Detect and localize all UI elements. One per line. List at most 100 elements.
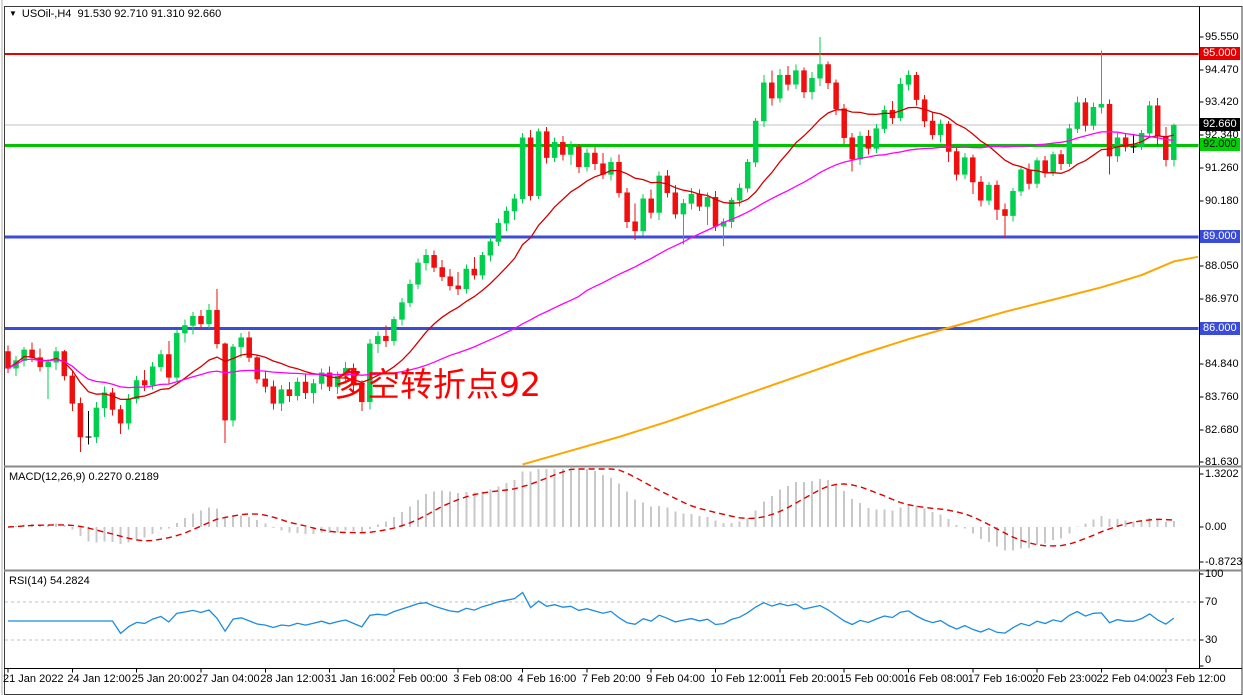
candle-body bbox=[672, 192, 679, 215]
rsi-tick-label: 30 bbox=[1205, 634, 1218, 646]
candle-body bbox=[463, 268, 470, 290]
symbol-dropdown-icon[interactable]: ▼ bbox=[9, 9, 17, 18]
price-tick-label: 92.340 bbox=[1205, 129, 1239, 141]
candle-body bbox=[744, 161, 751, 189]
candle-body bbox=[37, 357, 43, 368]
candle-body bbox=[777, 74, 783, 99]
price-tick-label: 82.680 bbox=[1205, 423, 1239, 436]
candle-body bbox=[1106, 103, 1113, 157]
rsi-tick-label: 0 bbox=[1205, 654, 1212, 666]
candle-body bbox=[53, 351, 59, 363]
time-axis-label: 16 Feb 08:00 bbox=[903, 673, 969, 685]
candle-body bbox=[383, 335, 389, 342]
candle-body bbox=[551, 142, 558, 158]
candle-body bbox=[608, 161, 614, 175]
candle-body bbox=[182, 325, 188, 334]
candle-body bbox=[1074, 102, 1081, 129]
candle-body bbox=[793, 70, 799, 85]
candle-body bbox=[190, 316, 196, 326]
candle-body bbox=[1122, 137, 1129, 148]
candle-body bbox=[978, 181, 984, 201]
candle-body bbox=[158, 354, 164, 367]
candle-body bbox=[656, 175, 662, 213]
candle-body bbox=[1082, 102, 1089, 126]
macd-tick-label: 1.3202 bbox=[1205, 468, 1239, 481]
time-axis-label: 27 Jan 04:00 bbox=[195, 673, 260, 685]
rsi-tick-label: 70 bbox=[1205, 596, 1218, 608]
candle-body bbox=[77, 403, 84, 438]
chart-title: ▼ USOil-,H4 91.530 92.710 91.310 92.660 bbox=[9, 8, 221, 20]
macd-label: MACD(12,26,9) 0.2270 0.2189 bbox=[9, 471, 159, 483]
candle-body bbox=[905, 74, 912, 85]
candle-body bbox=[632, 221, 638, 232]
candle-body bbox=[1146, 105, 1153, 134]
candle-body bbox=[318, 372, 325, 384]
candle-body bbox=[1066, 128, 1073, 164]
time-axis-label: 10 Feb 12:00 bbox=[710, 673, 776, 685]
candle-body bbox=[728, 200, 735, 222]
candle-body bbox=[166, 354, 172, 378]
candle-body bbox=[817, 64, 823, 79]
price-tick-label: 83.760 bbox=[1205, 390, 1239, 403]
candle-body bbox=[648, 198, 654, 213]
candle-body bbox=[568, 146, 574, 155]
candle-body bbox=[117, 409, 124, 424]
time-axis-label: 11 Feb 20:00 bbox=[774, 673, 839, 685]
price-badge-92.000: 92.000 bbox=[1200, 138, 1240, 152]
candle-body bbox=[849, 137, 855, 160]
candle-body bbox=[841, 108, 847, 138]
price-tick-label: 84.840 bbox=[1205, 357, 1239, 370]
candle-body bbox=[487, 241, 494, 256]
candle-body bbox=[825, 64, 831, 84]
candle-body bbox=[230, 346, 236, 421]
candle-body bbox=[945, 123, 952, 152]
candle-body bbox=[736, 187, 743, 201]
candle-body bbox=[495, 222, 502, 242]
candle-body bbox=[616, 161, 622, 193]
price-badge-89.000: 89.000 bbox=[1200, 229, 1240, 243]
macd-tick-label: 0.00 bbox=[1205, 521, 1227, 533]
candle-body bbox=[696, 193, 703, 207]
price-tick-label: 91.260 bbox=[1205, 161, 1239, 174]
rsi-label: RSI(14) 54.2824 bbox=[9, 575, 90, 587]
candle-body bbox=[367, 343, 373, 403]
ma-mid-line bbox=[7, 131, 1174, 389]
time-axis-label: 24 Jan 12:00 bbox=[67, 673, 131, 685]
candle-body bbox=[149, 366, 156, 386]
candle-body bbox=[970, 157, 976, 183]
candle-body bbox=[439, 267, 445, 277]
chart-annotation: 多空转折点92 bbox=[334, 365, 541, 404]
candle-body bbox=[576, 146, 582, 167]
candle-body bbox=[833, 82, 839, 110]
candle-body bbox=[1058, 154, 1064, 164]
candle-body bbox=[873, 128, 880, 149]
candle-body bbox=[889, 110, 896, 119]
candle-body bbox=[5, 351, 11, 369]
price-tick-label: 94.470 bbox=[1205, 63, 1239, 76]
candle-body bbox=[310, 383, 317, 393]
candle-body bbox=[897, 84, 904, 119]
candle-body bbox=[109, 392, 116, 410]
time-axis-label: 9 Feb 04:00 bbox=[646, 673, 705, 685]
candle-body bbox=[809, 77, 815, 93]
ma-fast-line bbox=[7, 106, 1174, 401]
price-tick-label: 90.180 bbox=[1205, 194, 1239, 207]
candle-body bbox=[937, 123, 944, 135]
candle-body bbox=[350, 368, 357, 386]
time-axis-label: 31 Jan 16:00 bbox=[324, 673, 389, 685]
candle-body bbox=[254, 357, 260, 380]
candle-body bbox=[503, 210, 510, 224]
candle-body bbox=[359, 384, 365, 403]
time-axis-label: 7 Feb 20:00 bbox=[581, 673, 641, 685]
time-axis-label: 17 Feb 16:00 bbox=[967, 673, 1033, 685]
candle-body bbox=[262, 378, 269, 387]
price-tick-label: 81.630 bbox=[1205, 455, 1239, 468]
chart-frame bbox=[4, 6, 1243, 695]
time-axis-label: 15 Feb 00:00 bbox=[839, 673, 904, 685]
candle-body bbox=[1042, 160, 1048, 174]
price-badge-86.000: 86.000 bbox=[1200, 321, 1240, 335]
candle-body bbox=[407, 284, 413, 303]
candle-body bbox=[391, 319, 397, 342]
candle-body bbox=[1034, 160, 1040, 184]
